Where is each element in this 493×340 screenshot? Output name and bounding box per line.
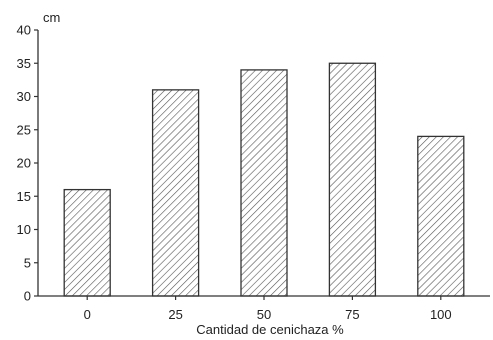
x-tick-label: 50 <box>257 307 271 322</box>
y-tick-label: 10 <box>17 222 31 237</box>
y-tick-label: 40 <box>17 23 31 38</box>
bar-50 <box>240 69 288 297</box>
bar-0 <box>63 188 111 297</box>
y-tick-label: 5 <box>24 255 31 270</box>
bar-100 <box>417 135 465 297</box>
bar-25 <box>151 89 200 297</box>
x-tick-label: 100 <box>430 307 452 322</box>
y-tick-label: 25 <box>17 122 31 137</box>
y-tick-label: 0 <box>24 289 31 304</box>
x-tick-label: 75 <box>345 307 359 322</box>
y-axis-label: cm <box>43 10 60 25</box>
y-tick-label: 30 <box>17 89 31 104</box>
x-tick-label: 25 <box>168 307 182 322</box>
y-tick-label: 20 <box>17 156 31 171</box>
x-tick-label: 0 <box>84 307 91 322</box>
x-ticks: 0 25 50 75 100 <box>84 296 452 322</box>
y-tick-label: 15 <box>17 189 31 204</box>
y-tick-label: 35 <box>17 56 31 71</box>
y-ticks: 0 5 10 15 20 25 30 35 40 <box>17 23 38 304</box>
bars <box>63 62 465 297</box>
x-axis-label: Cantidad de cenichaza % <box>196 322 344 337</box>
bar-75 <box>328 62 377 297</box>
